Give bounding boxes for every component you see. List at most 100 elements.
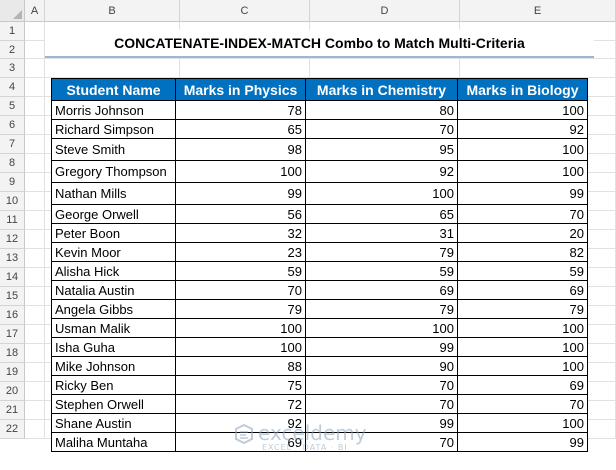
grid-cell[interactable]: [25, 344, 45, 363]
marks-cell[interactable]: 70: [457, 394, 588, 414]
row-header-12[interactable]: 12: [0, 230, 25, 249]
marks-cell[interactable]: 100: [175, 318, 306, 338]
grid-cell[interactable]: [310, 59, 460, 78]
marks-cell[interactable]: 100: [457, 160, 588, 183]
marks-cell[interactable]: 59: [175, 261, 306, 281]
marks-cell[interactable]: 100: [457, 100, 588, 120]
student-name-cell[interactable]: Gregory Thompson: [51, 160, 176, 183]
row-header-21[interactable]: 21: [0, 401, 25, 420]
column-header-a[interactable]: A: [25, 0, 45, 22]
grid-cell[interactable]: [25, 401, 45, 420]
grid-cell[interactable]: [25, 135, 45, 154]
marks-cell[interactable]: 100: [175, 337, 306, 357]
grid-cell[interactable]: [25, 420, 45, 439]
row-header-1[interactable]: 1: [0, 22, 25, 41]
select-all-corner[interactable]: [0, 0, 25, 22]
marks-cell[interactable]: 75: [175, 375, 306, 395]
column-header-b[interactable]: B: [45, 0, 180, 22]
grid-cell[interactable]: [25, 97, 45, 116]
marks-cell[interactable]: 59: [305, 261, 458, 281]
sheet-title[interactable]: CONCATENATE-INDEX-MATCH Combo to Match M…: [45, 30, 594, 58]
marks-cell[interactable]: 31: [305, 223, 458, 243]
marks-cell[interactable]: 100: [457, 337, 588, 357]
column-header-cell[interactable]: Student Name: [51, 78, 176, 101]
column-header-cell[interactable]: Marks in Biology: [457, 78, 588, 101]
student-name-cell[interactable]: Stephen Orwell: [51, 394, 176, 414]
row-header-15[interactable]: 15: [0, 287, 25, 306]
marks-cell[interactable]: 70: [305, 119, 458, 139]
row-header-20[interactable]: 20: [0, 382, 25, 401]
marks-cell[interactable]: 69: [457, 280, 588, 300]
student-name-cell[interactable]: Natalia Austin: [51, 280, 176, 300]
row-header-4[interactable]: 4: [0, 78, 25, 97]
grid-cell[interactable]: [25, 116, 45, 135]
marks-cell[interactable]: 88: [175, 356, 306, 376]
marks-cell[interactable]: 70: [457, 204, 588, 224]
grid-cell[interactable]: [25, 173, 45, 192]
grid-cell[interactable]: [25, 325, 45, 344]
grid-cell[interactable]: [25, 230, 45, 249]
row-header-14[interactable]: 14: [0, 268, 25, 287]
row-header-13[interactable]: 13: [0, 249, 25, 268]
row-header-7[interactable]: 7: [0, 135, 25, 154]
marks-cell[interactable]: 70: [305, 375, 458, 395]
grid-cell[interactable]: [25, 249, 45, 268]
student-name-cell[interactable]: Mike Johnson: [51, 356, 176, 376]
marks-cell[interactable]: 65: [305, 204, 458, 224]
grid-cell[interactable]: [25, 268, 45, 287]
marks-cell[interactable]: 92: [305, 160, 458, 183]
grid-cell[interactable]: [25, 78, 45, 97]
grid-cell[interactable]: [25, 287, 45, 306]
marks-cell[interactable]: 98: [175, 138, 306, 161]
marks-cell[interactable]: 72: [175, 394, 306, 414]
row-header-3[interactable]: 3: [0, 59, 25, 78]
row-header-18[interactable]: 18: [0, 344, 25, 363]
student-name-cell[interactable]: Maliha Muntaha: [51, 432, 176, 452]
row-header-5[interactable]: 5: [0, 97, 25, 116]
marks-cell[interactable]: 65: [175, 119, 306, 139]
marks-cell[interactable]: 92: [457, 119, 588, 139]
marks-cell[interactable]: 90: [305, 356, 458, 376]
marks-cell[interactable]: 100: [305, 182, 458, 205]
row-header-10[interactable]: 10: [0, 192, 25, 211]
row-header-16[interactable]: 16: [0, 306, 25, 325]
row-header-8[interactable]: 8: [0, 154, 25, 173]
student-name-cell[interactable]: Usman Malik: [51, 318, 176, 338]
marks-cell[interactable]: 69: [175, 432, 306, 452]
column-header-e[interactable]: E: [460, 0, 616, 22]
grid-cell[interactable]: [25, 363, 45, 382]
marks-cell[interactable]: 99: [305, 413, 458, 433]
grid-cell[interactable]: [180, 59, 310, 78]
row-header-6[interactable]: 6: [0, 116, 25, 135]
marks-cell[interactable]: 95: [305, 138, 458, 161]
row-header-19[interactable]: 19: [0, 363, 25, 382]
marks-cell[interactable]: 100: [457, 356, 588, 376]
student-name-cell[interactable]: Morris Johnson: [51, 100, 176, 120]
student-name-cell[interactable]: Isha Guha: [51, 337, 176, 357]
grid-cell[interactable]: [25, 22, 45, 41]
marks-cell[interactable]: 78: [175, 100, 306, 120]
row-header-2[interactable]: 2: [0, 41, 25, 59]
grid-cell[interactable]: [25, 41, 45, 59]
row-header-9[interactable]: 9: [0, 173, 25, 192]
grid-cell[interactable]: [25, 192, 45, 211]
marks-cell[interactable]: 99: [457, 182, 588, 205]
marks-cell[interactable]: 99: [175, 182, 306, 205]
marks-cell[interactable]: 100: [457, 138, 588, 161]
student-name-cell[interactable]: Nathan Mills: [51, 182, 176, 205]
grid-cell[interactable]: [25, 306, 45, 325]
marks-cell[interactable]: 99: [457, 432, 588, 452]
student-name-cell[interactable]: Steve Smith: [51, 138, 176, 161]
marks-cell[interactable]: 69: [457, 375, 588, 395]
student-name-cell[interactable]: Shane Austin: [51, 413, 176, 433]
marks-cell[interactable]: 32: [175, 223, 306, 243]
grid-cell[interactable]: [460, 59, 616, 78]
row-header-11[interactable]: 11: [0, 211, 25, 230]
marks-cell[interactable]: 79: [457, 299, 588, 319]
marks-cell[interactable]: 79: [305, 242, 458, 262]
marks-cell[interactable]: 70: [305, 432, 458, 452]
marks-cell[interactable]: 23: [175, 242, 306, 262]
marks-cell[interactable]: 70: [305, 394, 458, 414]
column-header-c[interactable]: C: [180, 0, 310, 22]
student-name-cell[interactable]: Peter Boon: [51, 223, 176, 243]
